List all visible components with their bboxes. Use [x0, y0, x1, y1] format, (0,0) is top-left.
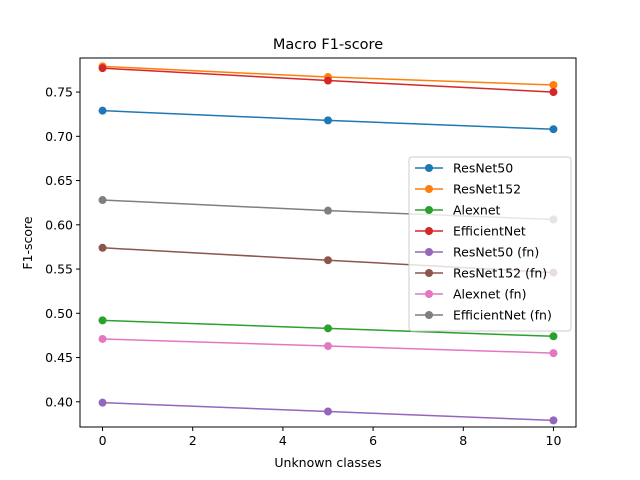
legend-entry: Alexnet (fn)	[415, 287, 526, 302]
legend-label: ResNet50 (fn)	[453, 245, 539, 260]
data-point	[549, 80, 558, 89]
legend-label: ResNet152 (fn)	[453, 266, 547, 281]
legend-marker-swatch	[425, 311, 433, 319]
data-point	[98, 106, 107, 115]
y-tick-label: 0.40	[45, 394, 73, 409]
x-tick-label: 4	[279, 433, 287, 448]
data-point	[324, 256, 332, 265]
x-tick-label: 10	[546, 433, 562, 448]
y-tick-label: 0.70	[45, 129, 73, 144]
legend-marker-swatch	[425, 185, 433, 193]
series-4	[98, 398, 558, 425]
x-tick-label: 2	[189, 433, 197, 448]
legend-label: EfficientNet	[453, 224, 526, 239]
series-3	[98, 64, 558, 97]
data-point	[324, 76, 332, 85]
data-point	[98, 196, 107, 205]
data-point	[549, 349, 558, 358]
legend-label: EfficientNet (fn)	[453, 308, 552, 323]
x-tick-label: 0	[99, 433, 107, 448]
legend-marker-swatch	[425, 290, 433, 298]
series-0	[98, 106, 558, 134]
data-point	[324, 407, 332, 416]
legend-label: ResNet152	[453, 182, 521, 197]
y-tick-label: 0.50	[45, 306, 73, 321]
data-point	[549, 416, 558, 425]
x-axis-label: Unknown classes	[274, 455, 381, 470]
data-point	[98, 64, 107, 73]
legend-entry: ResNet152	[415, 182, 521, 197]
data-point	[98, 334, 107, 343]
legend-entry: ResNet50 (fn)	[415, 245, 539, 260]
y-tick-label: 0.65	[45, 173, 73, 188]
data-point	[98, 316, 107, 325]
x-tick-label: 6	[369, 433, 377, 448]
legend-box	[408, 156, 572, 332]
x-axis: 0 2 4 6 8 10	[99, 427, 562, 448]
legend-entry: Alexnet	[415, 203, 501, 218]
legend-label: Alexnet (fn)	[453, 287, 526, 302]
y-axis-label: F1-score	[20, 216, 35, 270]
legend-marker-swatch	[425, 164, 433, 172]
legend-entry: ResNet152 (fn)	[415, 266, 547, 281]
data-point	[549, 88, 558, 97]
y-tick-label: 0.45	[45, 350, 73, 365]
legend-entry: EfficientNet (fn)	[415, 308, 552, 323]
data-point	[98, 398, 107, 407]
y-axis: 0.40 0.45 0.50 0.55 0.60 0.65 0.70 0.75	[45, 85, 80, 409]
legend-marker-swatch	[425, 248, 433, 256]
data-point	[98, 243, 107, 252]
legend-marker-swatch	[425, 227, 433, 235]
series-6	[98, 334, 558, 358]
data-point	[324, 206, 332, 215]
data-point	[324, 324, 332, 333]
series-2	[98, 316, 558, 341]
y-tick-label: 0.75	[45, 85, 73, 100]
data-point	[549, 332, 558, 341]
data-point	[324, 116, 332, 125]
y-tick-label: 0.55	[45, 262, 73, 277]
legend-marker-swatch	[425, 206, 433, 214]
legend-marker-swatch	[425, 269, 433, 277]
legend-entry: ResNet50	[415, 161, 513, 176]
legend-entry: EfficientNet	[415, 224, 526, 239]
data-point	[549, 125, 558, 134]
data-point	[324, 342, 332, 351]
legend: ResNet50 ResNet152 Alexnet EfficientNet ResN…	[408, 156, 572, 332]
axes-frame	[79, 57, 577, 428]
legend-label: ResNet50	[453, 161, 513, 176]
legend-label: Alexnet	[453, 203, 501, 218]
chart-title: Macro F1-score	[273, 37, 383, 53]
x-tick-label: 8	[459, 433, 467, 448]
y-tick-label: 0.60	[45, 217, 73, 232]
